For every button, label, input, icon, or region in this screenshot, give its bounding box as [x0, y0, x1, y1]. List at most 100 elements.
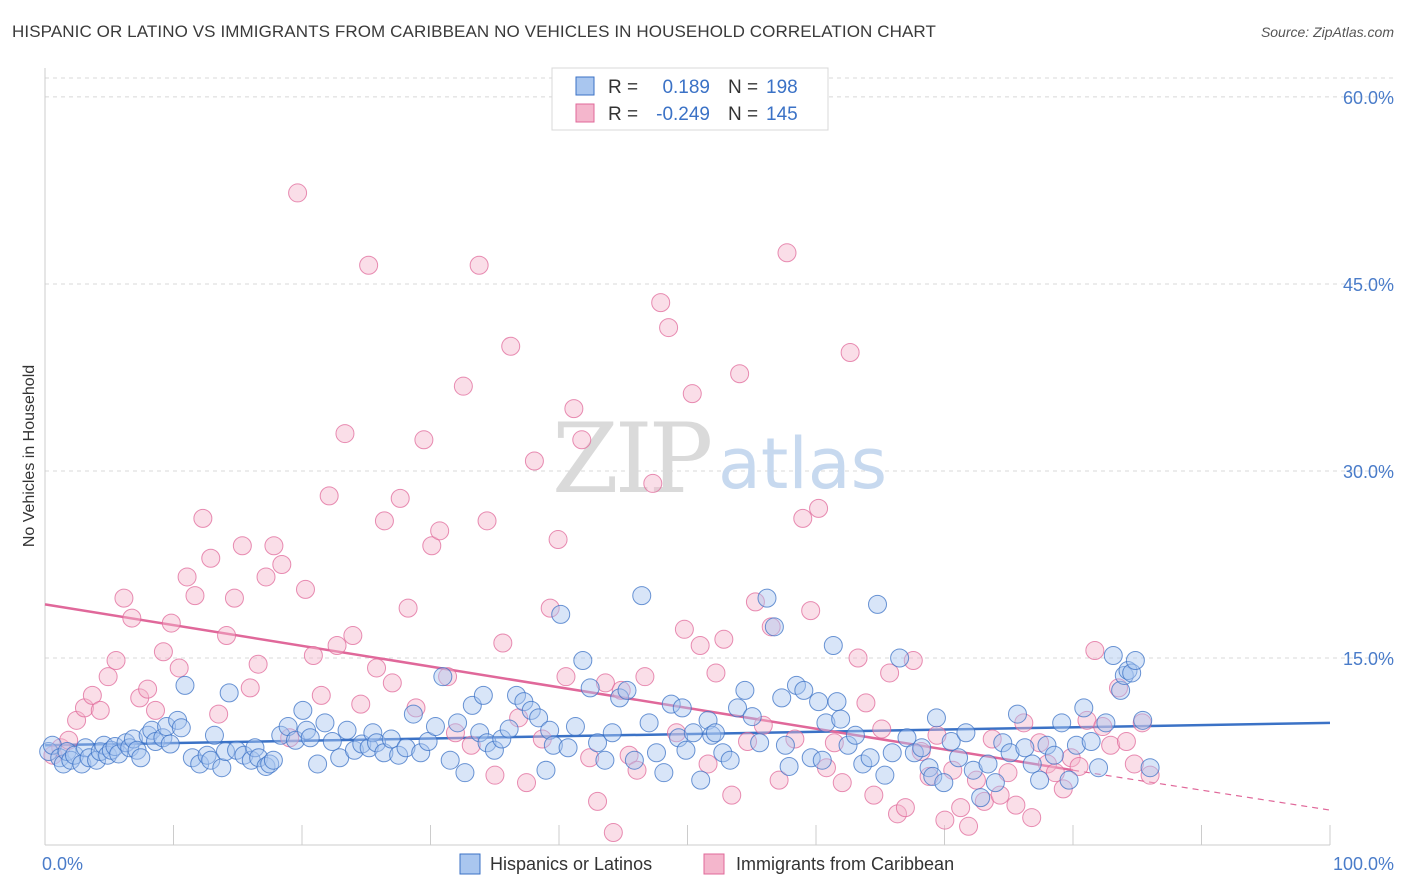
point-0-166	[1074, 698, 1094, 718]
point-1-15	[161, 613, 181, 633]
point-1-113	[935, 810, 955, 830]
point-0-118	[750, 733, 770, 753]
point-1-108	[895, 798, 915, 818]
point-0-70	[425, 717, 445, 737]
bottom-legend-label-blue: Hispanics or Latinos	[490, 854, 652, 874]
legend-n-value-1: 198	[766, 77, 798, 98]
point-1-139	[1140, 765, 1160, 785]
point-1-61	[524, 451, 544, 471]
point-1-135	[1109, 678, 1129, 698]
point-0-133	[838, 735, 858, 755]
point-0-92	[573, 650, 593, 670]
point-1-124	[1022, 808, 1042, 828]
point-0-103	[654, 763, 674, 783]
point-0-89	[551, 604, 571, 624]
point-1-132	[1085, 641, 1105, 661]
point-0-19	[123, 729, 143, 749]
point-1-84	[706, 663, 726, 683]
point-1-25	[240, 678, 260, 698]
point-0-86	[536, 760, 556, 780]
point-0-88	[543, 735, 563, 755]
point-0-145	[923, 766, 943, 786]
point-1-68	[580, 748, 600, 768]
point-0-61	[363, 723, 383, 743]
point-1-9	[114, 588, 134, 608]
point-1-100	[832, 773, 852, 793]
point-0-134	[845, 725, 865, 745]
point-1-27	[256, 567, 276, 587]
point-0-138	[875, 765, 895, 785]
point-0-153	[978, 754, 998, 774]
point-0-163	[1052, 713, 1072, 733]
point-0-174	[1122, 663, 1142, 683]
point-1-101	[840, 343, 860, 363]
point-0-101	[639, 713, 659, 733]
point-1-116	[959, 816, 979, 836]
point-0-110	[698, 710, 718, 730]
point-0-148	[941, 732, 961, 752]
point-1-24	[232, 536, 252, 556]
point-0-154	[985, 773, 1005, 793]
point-0-66	[396, 738, 416, 758]
point-1-125	[1030, 733, 1050, 753]
point-1-8	[106, 650, 126, 670]
point-0-30	[175, 675, 195, 695]
point-1-137	[1124, 754, 1144, 774]
point-1-55	[477, 511, 497, 531]
point-1-48	[422, 536, 442, 556]
point-0-99	[624, 750, 644, 770]
point-1-97	[809, 498, 829, 518]
point-0-161	[1037, 735, 1057, 755]
point-0-151	[963, 760, 983, 780]
point-1-47	[414, 430, 434, 450]
point-1-92	[769, 770, 789, 790]
point-1-87	[730, 364, 750, 384]
point-0-21	[131, 748, 151, 768]
point-1-64	[548, 530, 568, 550]
point-0-97	[610, 688, 630, 708]
point-0-25	[153, 728, 173, 748]
point-0-84	[521, 700, 541, 720]
point-1-49	[430, 521, 450, 541]
point-0-137	[868, 594, 888, 614]
point-0-52	[300, 728, 320, 748]
point-0-121	[772, 688, 792, 708]
point-1-72	[611, 680, 631, 700]
point-0-96	[602, 723, 622, 743]
point-1-5	[82, 685, 102, 705]
y-tick-30: 30.0%	[1343, 462, 1394, 482]
point-0-165	[1066, 735, 1086, 755]
point-0-109	[691, 770, 711, 790]
point-0-128	[812, 750, 832, 770]
point-1-73	[619, 745, 639, 765]
point-0-150	[956, 723, 976, 743]
point-1-37	[335, 424, 355, 444]
y-tick-labels: 15.0% 30.0% 45.0% 60.0%	[1343, 88, 1394, 669]
point-0-143	[912, 738, 932, 758]
point-1-105	[872, 719, 892, 739]
point-0-168	[1089, 758, 1109, 778]
point-1-6	[90, 700, 110, 720]
point-0-93	[580, 678, 600, 698]
point-0-94	[588, 733, 608, 753]
point-0-71	[433, 667, 453, 687]
point-0-68	[411, 743, 431, 763]
point-1-103	[856, 693, 876, 713]
point-1-94	[785, 729, 805, 749]
point-0-44	[256, 756, 276, 776]
point-0-1	[42, 735, 62, 755]
point-0-127	[809, 692, 829, 712]
point-0-177	[1140, 758, 1160, 778]
point-0-162	[1044, 745, 1064, 765]
point-0-152	[971, 788, 991, 808]
point-1-43	[382, 673, 402, 693]
point-1-19	[193, 508, 213, 528]
point-0-7	[72, 754, 92, 774]
point-0-160	[1030, 770, 1050, 790]
point-0-38	[219, 683, 239, 703]
point-0-147	[934, 773, 954, 793]
point-0-126	[801, 748, 821, 768]
point-1-134	[1101, 735, 1121, 755]
point-0-16	[109, 744, 129, 764]
point-1-119	[982, 729, 1002, 749]
